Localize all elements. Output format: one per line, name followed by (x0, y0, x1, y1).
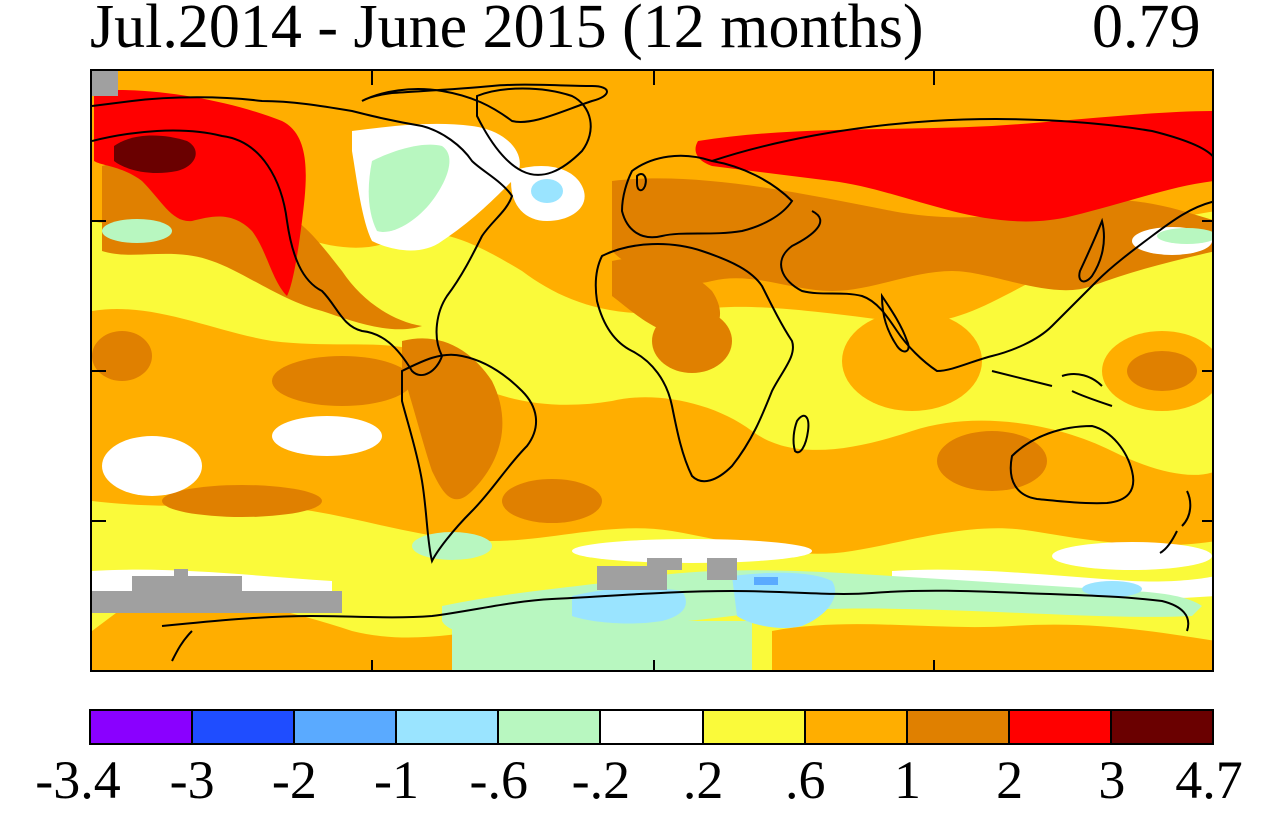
colorbar-segment (805, 711, 908, 743)
colorbar-segment (295, 711, 398, 743)
colorbar-tick-label: 2 (996, 750, 1024, 810)
colorbar-labels: -3.4 -3 -2 -1 -.6 -.2 .2 .6 1 2 3 4.7 (0, 748, 1284, 818)
colorbar-segment (1111, 711, 1213, 743)
colorbar-segment (703, 711, 806, 743)
map-title: Jul.2014 - June 2015 (12 months) (90, 0, 924, 61)
colorbar-tick-label: 4.7 (1175, 750, 1243, 810)
colorbar-tick-label: -3.4 (35, 750, 121, 810)
colorbar-tick-label: -2 (271, 750, 317, 810)
colorbar-segment (1009, 711, 1112, 743)
coastlines (92, 83, 1212, 662)
title-row: Jul.2014 - June 2015 (12 months) 0.79 (0, 0, 1284, 62)
colorbar-tick-label: -.2 (571, 750, 631, 810)
colorbar-segment (907, 711, 1010, 743)
anomaly-band-blue (754, 577, 778, 585)
colorbar-segment (397, 711, 500, 743)
colorbar-segment (193, 711, 296, 743)
missing-data-cells (92, 71, 737, 613)
anomaly-map (90, 69, 1214, 672)
anomaly-map-canvas (92, 71, 1212, 670)
colorbar-tick-label: .6 (785, 750, 826, 810)
anomaly-band-dark-orange (92, 161, 1212, 523)
map-tick-marks (92, 71, 1212, 670)
anomaly-band-dark-red (114, 135, 196, 173)
colorbar-tick-label: .2 (682, 750, 724, 810)
colorbar-tick-label: -1 (374, 750, 420, 810)
colorbar-tick-label: 1 (893, 750, 921, 810)
colorbar-tick-label: -3 (169, 750, 215, 810)
colorbar (89, 709, 1214, 745)
global-mean-value: 0.79 (1092, 0, 1201, 61)
colorbar-tick-label: -.6 (469, 750, 528, 810)
colorbar-tick-label: 3 (1098, 750, 1126, 810)
colorbar-segment (601, 711, 704, 743)
colorbar-segment (91, 711, 194, 743)
colorbar-segment (499, 711, 602, 743)
